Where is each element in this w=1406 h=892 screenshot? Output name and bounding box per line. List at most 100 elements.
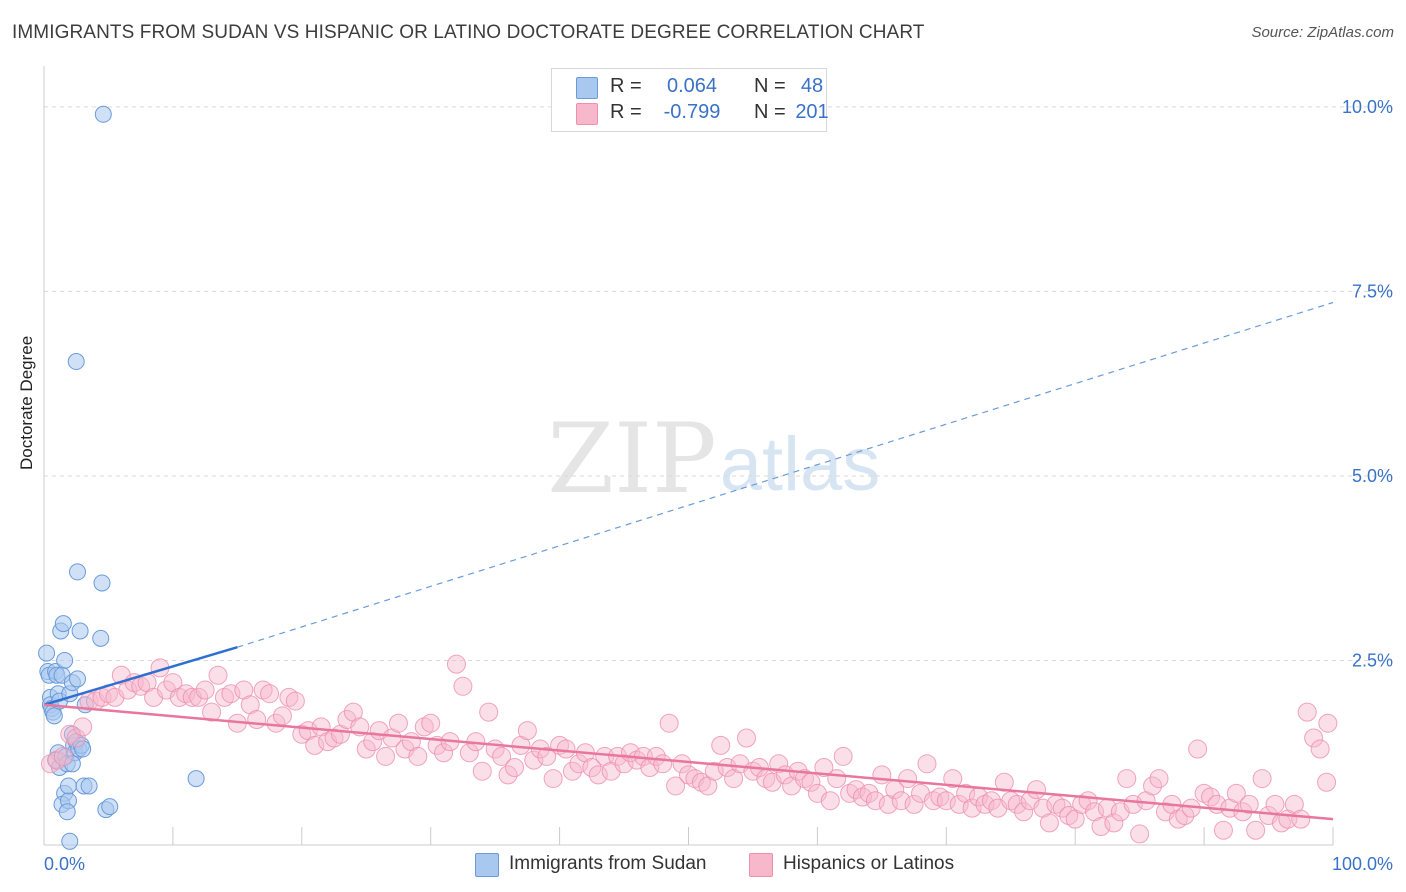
data-point-sudan — [93, 574, 111, 592]
data-point-sudan — [38, 644, 56, 662]
legend-swatch-sudan — [475, 853, 499, 877]
data-point-hispanic — [1117, 769, 1137, 789]
data-point-hispanic — [388, 713, 408, 733]
data-point-hispanic — [1052, 798, 1072, 818]
data-point-hispanic — [1027, 780, 1047, 800]
grid — [44, 106, 1393, 661]
data-point-hispanic — [930, 787, 950, 807]
data-point-hispanic — [1304, 728, 1324, 748]
y-tick-label: 2.5% — [1352, 650, 1393, 670]
data-point-hispanic — [865, 791, 885, 811]
data-point-sudan — [59, 777, 77, 795]
axes — [43, 66, 1334, 846]
data-point-hispanic — [47, 750, 67, 770]
data-point-hispanic — [569, 754, 589, 774]
data-point-hispanic — [1213, 820, 1233, 840]
data-point-hispanic — [363, 732, 383, 752]
data-point-hispanic — [795, 769, 815, 789]
data-point-hispanic — [1130, 824, 1150, 844]
data-point-hispanic — [1291, 809, 1311, 829]
legend-n-value: 201 — [795, 101, 829, 123]
data-point-hispanic — [266, 713, 286, 733]
legend-n-value: 48 — [800, 75, 824, 97]
data-point-hispanic — [543, 769, 563, 789]
data-point-hispanic — [943, 769, 963, 789]
data-point-hispanic — [582, 758, 602, 777]
y-tick-label: 5.0% — [1352, 466, 1393, 486]
data-point-hispanic — [1201, 787, 1221, 807]
data-point-hispanic — [272, 706, 292, 726]
data-point-hispanic — [292, 724, 312, 744]
data-point-hispanic — [66, 728, 86, 748]
data-point-hispanic — [1246, 820, 1266, 840]
legend-r-value: -0.799 — [663, 101, 721, 123]
legend-r-label: R = — [610, 101, 642, 123]
data-point-hispanic — [1239, 794, 1259, 814]
source-label: Source: ZipAtlas.com — [1251, 24, 1394, 41]
data-point-sudan — [54, 615, 72, 633]
data-point-hispanic — [827, 769, 847, 789]
data-point-hispanic — [1143, 776, 1163, 796]
data-point-hispanic — [737, 728, 757, 748]
data-point-hispanic — [221, 684, 241, 704]
data-point-hispanic — [131, 676, 151, 696]
data-point-hispanic — [846, 780, 866, 800]
data-point-hispanic — [202, 702, 222, 722]
data-point-hispanic — [917, 754, 937, 774]
watermark-atlas: atlas — [720, 422, 881, 507]
data-point-hispanic — [169, 687, 189, 707]
data-point-hispanic — [214, 687, 234, 707]
data-point-hispanic — [279, 687, 299, 707]
data-point-hispanic — [1318, 713, 1338, 733]
tick-labels: 2.5% 5.0% 7.5% 10.0% 0.0% 100.0% — [44, 97, 1393, 874]
data-point-hispanic — [247, 710, 267, 730]
data-point-hispanic — [376, 746, 396, 766]
data-point-hispanic — [537, 746, 557, 766]
data-point-hispanic — [208, 665, 228, 685]
data-point-hispanic — [517, 721, 537, 741]
data-point-hispanic — [1168, 809, 1188, 829]
data-point-hispanic — [1310, 739, 1330, 759]
data-point-hispanic — [1104, 813, 1124, 833]
data-point-hispanic — [305, 735, 325, 755]
trend-lines — [43, 301, 1334, 821]
legend-swatch-hispanic — [576, 103, 598, 125]
chart-title: IMMIGRANTS FROM SUDAN VS HISPANIC OR LAT… — [12, 22, 925, 43]
data-point-hispanic — [1007, 794, 1027, 814]
trend-line-sudan-extension — [237, 301, 1334, 648]
watermark: ZIP atlas — [547, 403, 880, 515]
data-point-hispanic — [659, 713, 679, 733]
data-point-sudan — [58, 803, 76, 821]
data-point-hispanic — [504, 758, 524, 777]
data-point-sudan — [80, 777, 98, 795]
legend-r-value: 0.064 — [666, 75, 718, 97]
data-point-hispanic — [1317, 772, 1337, 792]
data-point-hispanic — [711, 735, 731, 755]
data-point-hispanic — [434, 743, 454, 763]
data-point-sudan — [92, 629, 110, 647]
data-point-hispanic — [1226, 783, 1246, 803]
data-point-hispanic — [446, 654, 466, 674]
data-point-sudan — [61, 832, 79, 850]
data-point-sudan — [74, 740, 92, 758]
legend-label-hispanic: Hispanics or Latinos — [783, 853, 955, 874]
data-point-hispanic — [472, 761, 492, 781]
data-point-hispanic — [1188, 739, 1208, 759]
legend-n-label: N = — [754, 75, 786, 97]
y-tick-label: 10.0% — [1342, 97, 1393, 117]
data-point-hispanic — [923, 791, 943, 811]
data-point-sudan — [101, 798, 119, 816]
data-point-hispanic — [562, 761, 582, 781]
legend-swatch-hispanic — [749, 853, 773, 877]
data-point-hispanic — [646, 746, 666, 766]
data-point-hispanic — [1039, 813, 1059, 833]
y-axis-label: Doctorate Degree — [17, 335, 36, 470]
data-point-hispanic — [717, 758, 737, 777]
data-point-hispanic — [414, 717, 434, 737]
data-point-sudan — [71, 622, 89, 640]
data-point-hispanic — [260, 684, 280, 704]
data-point-hispanic — [408, 746, 428, 766]
data-point-hispanic — [1149, 769, 1169, 789]
legend-r-label: R = — [610, 75, 642, 97]
